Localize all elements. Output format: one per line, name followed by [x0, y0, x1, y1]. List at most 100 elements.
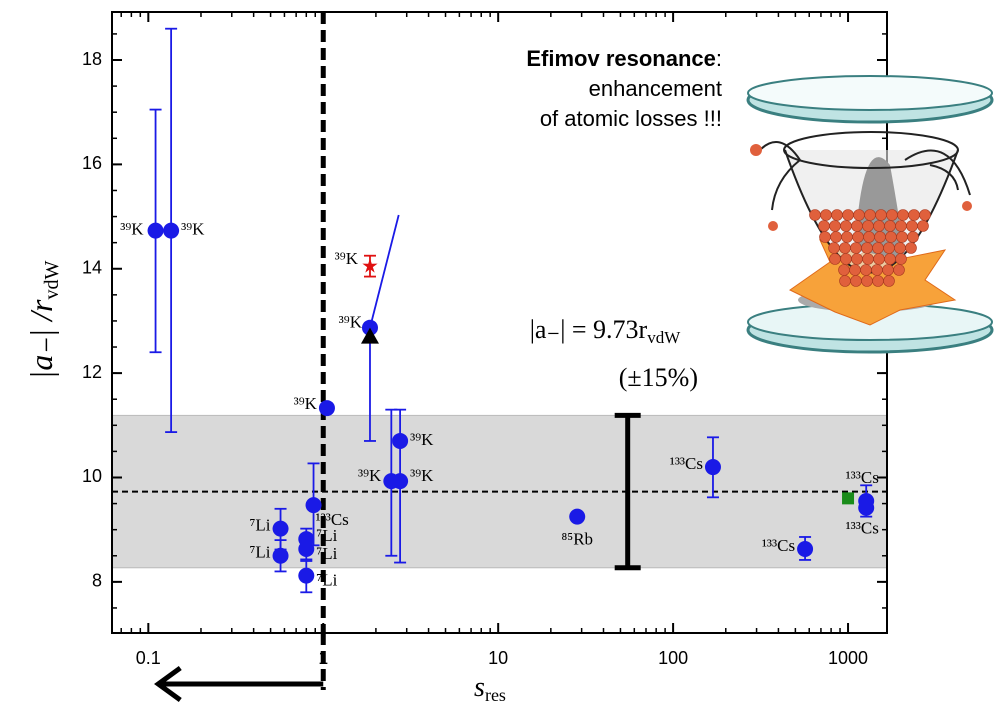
data-point [392, 432, 409, 449]
atom [809, 209, 821, 221]
point-label: ³⁹K [410, 466, 434, 485]
data-point [163, 222, 180, 239]
atom [850, 275, 862, 287]
atom [830, 231, 842, 243]
atom [828, 242, 840, 254]
annotation-main: |a₋| = 9.73r [530, 315, 648, 344]
top-ring-top [747, 75, 993, 111]
atom [895, 220, 907, 232]
atom [882, 264, 894, 276]
point-label: ⁷Li [249, 543, 270, 562]
point-label: ⁸⁵Rb [561, 530, 593, 549]
atom [860, 264, 872, 276]
atom [862, 253, 874, 265]
atom [750, 144, 762, 156]
text-box-colon: : [716, 46, 722, 71]
atom [861, 242, 873, 254]
data-point [272, 520, 289, 537]
atom [842, 209, 854, 221]
illustration [746, 75, 994, 354]
x-tick-label: 10 [488, 648, 508, 668]
atom [885, 231, 897, 243]
x-tick-label: 1 [318, 648, 328, 668]
loss-arrow [771, 159, 801, 211]
trap-rim [783, 131, 959, 169]
point-label: ³⁹K [181, 220, 205, 239]
text-box-line: enhancement [589, 76, 722, 101]
atom [905, 242, 917, 254]
data-point [569, 508, 586, 525]
atom [917, 220, 929, 232]
atom [768, 221, 778, 231]
atom [871, 264, 883, 276]
data-point [298, 540, 315, 557]
atom [873, 253, 885, 265]
data-point [147, 222, 164, 239]
atom [906, 220, 918, 232]
atom [884, 220, 896, 232]
atom [841, 231, 853, 243]
atom [851, 253, 863, 265]
atom [849, 264, 861, 276]
plot: 8 10 12 14 16 18 0.1 1 10 100 1000 ³⁹K ³⁹K ³⁹K ³⁹K ³⁹K ³… [82, 11, 888, 703]
atom [886, 209, 898, 221]
atom [875, 209, 887, 221]
data-point [858, 499, 875, 516]
point-label: ¹³³Cs [762, 536, 795, 555]
x-tick-label: 0.1 [136, 648, 161, 668]
atom [820, 209, 832, 221]
loss-arrow [929, 164, 959, 191]
point-label: ¹³³Cs [670, 454, 703, 473]
atom [883, 275, 895, 287]
atom [853, 209, 865, 221]
atom [852, 231, 864, 243]
atom [840, 220, 852, 232]
atom [839, 275, 851, 287]
data-point [360, 327, 379, 344]
loss-arrow [759, 141, 801, 161]
atom [893, 264, 905, 276]
point-label: ³⁹K [335, 249, 359, 268]
point-label: ³⁹K [358, 466, 382, 485]
atom [895, 253, 907, 265]
annotation-second: (±15%) [619, 363, 698, 392]
atom [872, 275, 884, 287]
point-label: ¹³³Cs [846, 468, 879, 487]
atom [962, 201, 972, 211]
x-label-main: s [474, 672, 485, 703]
point-label: ⁷Li [316, 544, 337, 563]
atom [897, 209, 909, 221]
point-label: ³⁹K [294, 394, 318, 413]
annotation-sub: vdW [647, 328, 681, 347]
point-label: ⁷Li [249, 516, 270, 535]
atom [894, 242, 906, 254]
data-point [305, 497, 322, 514]
atom [896, 231, 908, 243]
atom [864, 209, 876, 221]
y-tick-label: 16 [82, 153, 102, 173]
data-point [318, 400, 335, 417]
atom [872, 242, 884, 254]
atom [861, 275, 873, 287]
atom [818, 220, 830, 232]
x-tick-label: 100 [658, 648, 688, 668]
y-axis-label: |a₋| /rvdW [23, 261, 62, 380]
data-point [797, 540, 814, 557]
y-label-main: |a₋| /r [23, 299, 59, 379]
x-axis-label: sres [474, 672, 506, 705]
atom [883, 242, 895, 254]
atom [838, 264, 850, 276]
atoms [809, 209, 931, 287]
annotation: |a₋| = 9.73rvdW [530, 315, 682, 347]
atom [851, 220, 863, 232]
x-label-sub: res [485, 685, 506, 705]
data-point [842, 492, 855, 505]
y-tick-label: 12 [82, 362, 102, 382]
arrow-head [154, 665, 182, 703]
loss-arrow [904, 149, 971, 196]
point-label: ¹³³Cs [316, 510, 349, 529]
point-label: ¹³³Cs [846, 519, 879, 538]
atom [862, 220, 874, 232]
text-box-line: of atomic losses !!! [540, 106, 722, 131]
